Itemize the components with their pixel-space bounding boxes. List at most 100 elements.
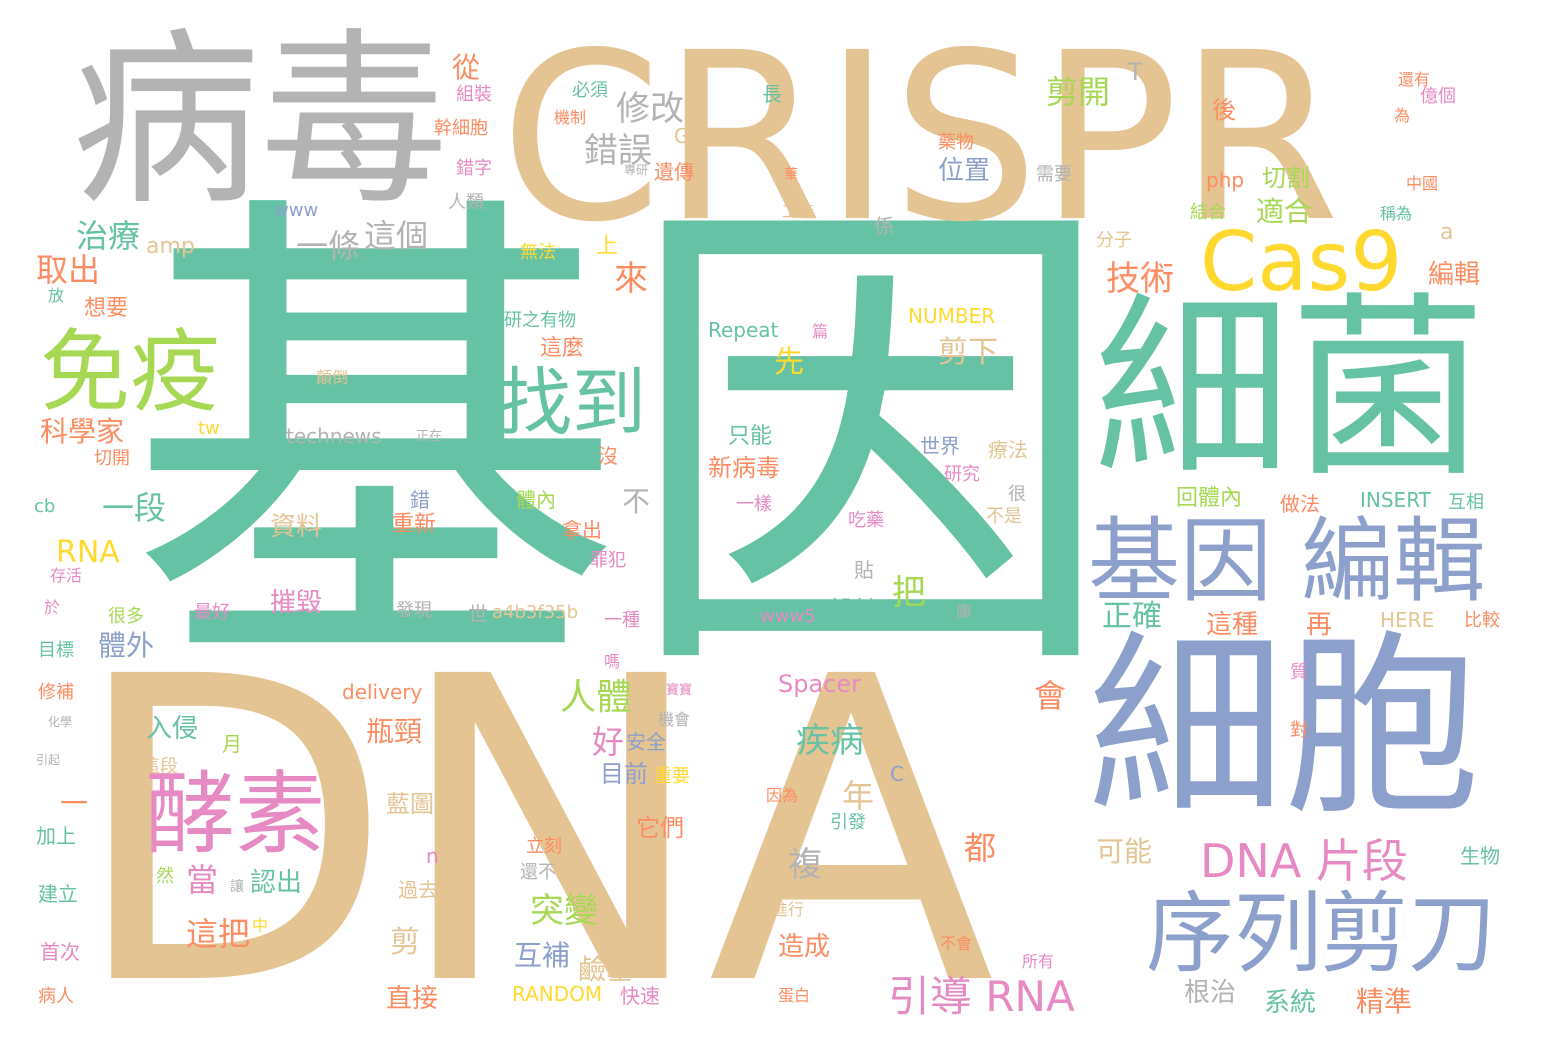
word-technews: technews	[286, 424, 382, 448]
word-ma: 嗎	[604, 652, 621, 671]
word-xinbingdu: 新病毒	[708, 454, 780, 482]
word-tiwai: 體外	[98, 629, 155, 662]
word-xiugai: 修改	[616, 89, 684, 129]
word-renlei: 人類	[448, 192, 484, 213]
word-ku: 庫	[956, 602, 973, 621]
word-xiubu: 修補	[38, 682, 74, 703]
word-zhezhong: 這種	[1206, 610, 1259, 640]
word-bixu: 必須	[572, 80, 608, 101]
word-ziliao: 資料	[270, 512, 323, 542]
word-quchu: 取出	[36, 251, 101, 289]
word-sheji: 設計	[830, 596, 878, 624]
word-muqian: 目前	[600, 760, 648, 788]
word-www: www	[274, 200, 319, 221]
word-fenzi: 分子	[1096, 230, 1132, 251]
word-zhiliao: 治療	[76, 217, 141, 255]
word-fu: 複	[788, 845, 822, 885]
word-shijian: 事件	[318, 313, 346, 329]
word-hubu: 互補	[514, 939, 571, 972]
word-rna: RNA	[56, 535, 120, 570]
word-bingdu: 病毒	[72, 12, 448, 231]
word-shengwu: 生物	[1460, 844, 1500, 868]
word-dou: 都	[964, 829, 997, 867]
word-yu: 於	[44, 598, 61, 617]
word-yi: 一	[60, 787, 89, 820]
word-yichuan: 遺傳	[654, 160, 694, 184]
word-yaowu: 藥物	[938, 132, 974, 153]
word-zaocheng: 造成	[778, 932, 831, 962]
word-zhi: 質	[1290, 662, 1308, 683]
word-xian: 先	[774, 345, 804, 380]
word-cuozi: 錯字	[456, 158, 492, 179]
word-delivery: delivery	[342, 680, 423, 704]
word-yinfa: 引發	[830, 812, 866, 833]
word-jihui: 機會	[658, 710, 691, 729]
word-huitinei: 回體內	[1176, 486, 1243, 511]
word-renti: 人體	[560, 677, 633, 718]
word-n: n	[426, 844, 439, 868]
word-mianyi: 免疫	[40, 320, 220, 425]
word-cb: cb	[34, 496, 56, 517]
word-qiege: 切割	[1262, 164, 1310, 192]
word-xi: 係	[874, 214, 894, 238]
word-cuo: 錯	[410, 488, 430, 512]
word-zhang: 長	[762, 82, 782, 106]
word-c: C	[890, 762, 904, 786]
word-tubian: 突變	[530, 891, 598, 931]
word-diandao: 顛倒	[316, 368, 349, 387]
word-xuyao: 需要	[1036, 164, 1072, 185]
word-jianli: 建立	[38, 882, 78, 906]
word-zhaodao: 找到	[498, 360, 646, 446]
word-shi: 世	[468, 602, 488, 626]
word-php: php	[1206, 168, 1245, 192]
word-cuowu: 錯誤	[584, 131, 652, 171]
word-cong: 從	[452, 51, 481, 84]
word-g: G	[674, 124, 690, 148]
word-yige: 億個	[1420, 86, 1456, 107]
word-tw: tw	[198, 418, 220, 439]
word-yue: 月	[222, 732, 242, 756]
word-ganxibao: 幹細胞	[434, 118, 488, 139]
word-a4b3f35b: a4b3f35b	[492, 602, 579, 623]
word-crispr: CRISPR	[500, 3, 1340, 273]
word-jingzhun: 精準	[1356, 985, 1413, 1018]
word-yizhong: 一種	[604, 610, 640, 631]
word-weizhi: 位置	[938, 156, 991, 186]
word-chengwei: 稱為	[1380, 204, 1413, 223]
word-haibu: 還不	[520, 862, 556, 883]
word-number: NUMBER	[908, 304, 996, 328]
word-bushi: 不是	[986, 506, 1022, 527]
word-zuifan: 罪犯	[590, 550, 626, 571]
word-jianxia: 剪下	[938, 335, 998, 370]
word-lai: 來	[614, 259, 648, 299]
word-zhongguo: 中國	[1406, 174, 1439, 193]
word-jiashang: 加上	[36, 824, 76, 848]
word-hou: 後	[1212, 96, 1236, 124]
word-zai: 再	[1306, 610, 1333, 640]
word-gene-editing: 基因 編輯	[1088, 508, 1486, 615]
word-yiduan: 一段	[102, 489, 167, 527]
word-jiehe: 結合	[1190, 202, 1226, 223]
word-nachu: 拿出	[562, 518, 602, 542]
word-ruqin: 入侵	[146, 714, 199, 744]
word-yinqi: 引起	[36, 753, 61, 767]
word-cunhuo: 存活	[50, 566, 83, 585]
word-shouci: 首次	[40, 940, 80, 964]
word-xibao: 細胞	[1088, 614, 1481, 842]
word-random: RANDOM	[512, 982, 603, 1006]
word-hua: 華	[784, 167, 798, 183]
word-bu: 不	[622, 485, 651, 518]
word-t: T	[1128, 58, 1143, 86]
word-nian: 年	[842, 777, 875, 815]
word-guoqu: 過去	[398, 878, 438, 902]
word-baobao: 寶寶	[666, 683, 693, 698]
word-zhongyao: 重要	[654, 766, 690, 787]
word-hen: 很	[1008, 484, 1026, 505]
word-danbai: 蛋白	[778, 986, 811, 1005]
word-mei: 沒	[598, 444, 618, 468]
word-www5: www5	[760, 606, 816, 627]
word-suoyou: 所有	[1022, 952, 1055, 971]
word-dna-pianduan: DNA 片段	[1200, 834, 1408, 888]
word-yitiao: 一條	[296, 227, 361, 265]
word-huaxue: 化學	[48, 715, 73, 729]
